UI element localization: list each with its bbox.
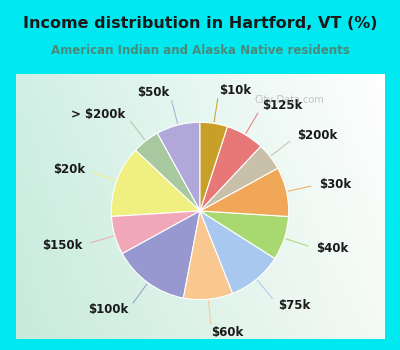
Text: $100k: $100k bbox=[88, 303, 128, 316]
Text: $75k: $75k bbox=[278, 299, 310, 312]
Text: > $200k: > $200k bbox=[71, 108, 125, 121]
Text: $150k: $150k bbox=[42, 239, 82, 252]
Text: $20k: $20k bbox=[53, 163, 85, 176]
Wedge shape bbox=[200, 122, 227, 211]
Wedge shape bbox=[111, 150, 200, 217]
Text: $60k: $60k bbox=[212, 326, 244, 339]
Wedge shape bbox=[200, 146, 278, 211]
Text: $40k: $40k bbox=[316, 242, 349, 255]
Text: $30k: $30k bbox=[320, 178, 352, 191]
Wedge shape bbox=[122, 211, 200, 298]
Text: Income distribution in Hartford, VT (%): Income distribution in Hartford, VT (%) bbox=[23, 16, 377, 31]
Wedge shape bbox=[200, 211, 275, 293]
Text: $200k: $200k bbox=[297, 130, 337, 142]
Wedge shape bbox=[200, 211, 288, 258]
Wedge shape bbox=[200, 168, 289, 217]
Text: American Indian and Alaska Native residents: American Indian and Alaska Native reside… bbox=[51, 44, 349, 57]
Text: City-Data.com: City-Data.com bbox=[255, 95, 325, 105]
Text: $125k: $125k bbox=[262, 99, 303, 112]
Wedge shape bbox=[157, 122, 200, 211]
Wedge shape bbox=[135, 133, 200, 211]
Text: $50k: $50k bbox=[137, 86, 170, 99]
Text: $10k: $10k bbox=[219, 84, 251, 97]
Wedge shape bbox=[200, 127, 261, 211]
Wedge shape bbox=[183, 211, 233, 300]
Wedge shape bbox=[112, 211, 200, 254]
